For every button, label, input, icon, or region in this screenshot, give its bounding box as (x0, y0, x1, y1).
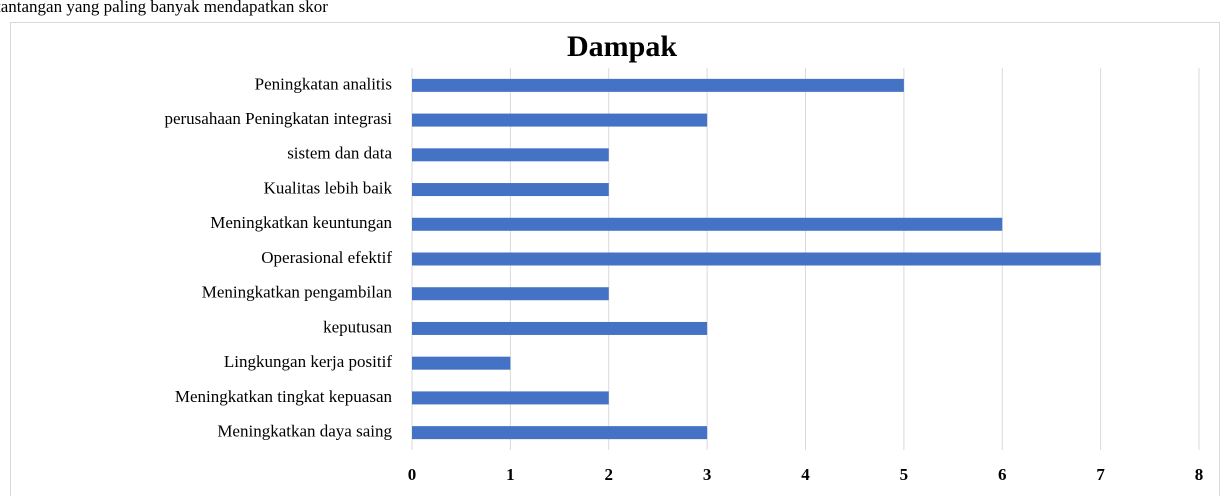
x-tick-label: 7 (1096, 465, 1105, 484)
bar (412, 287, 609, 301)
chart-title: Dampak (567, 30, 677, 63)
bar (412, 78, 904, 92)
y-tick-label: Operasional efektif (261, 248, 392, 267)
y-tick-label: Lingkungan kerja positif (224, 352, 392, 371)
bar (412, 391, 609, 405)
x-tick-label: 5 (900, 465, 909, 484)
x-tick-label: 2 (605, 465, 614, 484)
bar (412, 217, 1003, 231)
bar (412, 183, 609, 197)
bar (412, 148, 609, 162)
bar (412, 113, 708, 127)
x-tick-label: 4 (801, 465, 810, 484)
y-tick-label: Meningkatkan pengambilan (202, 283, 393, 302)
y-tick-label: Meningkatkan tingkat kepuasan (175, 387, 393, 406)
bar (412, 252, 1101, 266)
y-tick-label: Meningkatkan daya saing (217, 422, 392, 441)
x-tick-label: 1 (506, 465, 515, 484)
x-tick-label: 6 (998, 465, 1007, 484)
y-tick-label: Meningkatkan keuntungan (210, 213, 392, 232)
y-tick-label: sistem dan data (287, 144, 392, 163)
bar (412, 321, 708, 335)
x-tick-label: 3 (703, 465, 712, 484)
y-tick-label: perusahaan Peningkatan integrasi (164, 109, 392, 128)
bar (412, 426, 708, 440)
x-tick-label: 0 (408, 465, 417, 484)
chart-border (10, 22, 1220, 496)
y-tick-label: Peningkatan analitis (255, 74, 392, 93)
bar (412, 356, 511, 370)
y-tick-label: keputusan (323, 317, 392, 336)
x-tick-label: 8 (1195, 465, 1204, 484)
y-tick-label: Kualitas lebih baik (264, 178, 393, 197)
header-text: tantangan yang paling banyak mendapatkan… (0, 0, 328, 16)
